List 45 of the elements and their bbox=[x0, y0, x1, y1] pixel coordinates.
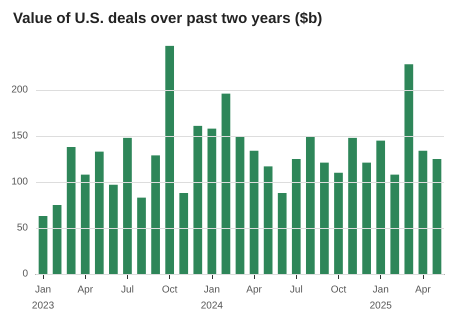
bar bbox=[306, 136, 315, 274]
bar bbox=[137, 198, 146, 274]
chart-title: Value of U.S. deals over past two years ($b) bbox=[13, 10, 322, 27]
x-tick-label: Apr bbox=[415, 284, 432, 296]
bar bbox=[66, 147, 76, 274]
bar bbox=[376, 140, 386, 274]
bar bbox=[418, 150, 428, 274]
y-tick-label: 100 bbox=[11, 176, 28, 188]
x-tick-label: Apr bbox=[77, 284, 94, 296]
bar bbox=[264, 166, 272, 274]
x-tick-label: Oct bbox=[330, 284, 346, 296]
bar bbox=[292, 159, 301, 274]
bar bbox=[151, 155, 160, 274]
x-tick-label: Jan 2024 bbox=[200, 284, 224, 312]
x-tick-label: Oct bbox=[162, 284, 178, 296]
bar bbox=[334, 172, 343, 274]
x-tick-label: Jul bbox=[121, 284, 134, 296]
bar bbox=[348, 138, 357, 274]
y-tick-label: 150 bbox=[11, 130, 28, 142]
y-tick-label: 50 bbox=[16, 222, 28, 234]
bar bbox=[208, 128, 216, 274]
x-tick-label: Jan 2023 bbox=[32, 284, 55, 312]
x-tick-label: Jan 2025 bbox=[370, 284, 392, 312]
bar bbox=[109, 184, 118, 274]
bar bbox=[94, 152, 104, 274]
bar bbox=[236, 136, 244, 274]
bar bbox=[390, 174, 400, 274]
bar bbox=[250, 150, 258, 274]
bar bbox=[404, 64, 414, 274]
x-tick-label: Apr bbox=[246, 284, 263, 296]
y-tick-label: 0 bbox=[22, 268, 28, 280]
bar bbox=[432, 159, 442, 274]
bar bbox=[52, 205, 62, 274]
bar bbox=[123, 138, 132, 274]
bar bbox=[38, 216, 48, 274]
x-tick-label: Jul bbox=[290, 284, 303, 296]
bar bbox=[222, 94, 230, 274]
bar bbox=[320, 162, 329, 274]
bar bbox=[165, 46, 174, 274]
bar bbox=[80, 174, 90, 274]
bar bbox=[193, 126, 202, 274]
bar bbox=[179, 193, 188, 274]
bar bbox=[278, 193, 287, 274]
y-tick-label: 200 bbox=[11, 84, 28, 96]
bar bbox=[362, 162, 371, 274]
